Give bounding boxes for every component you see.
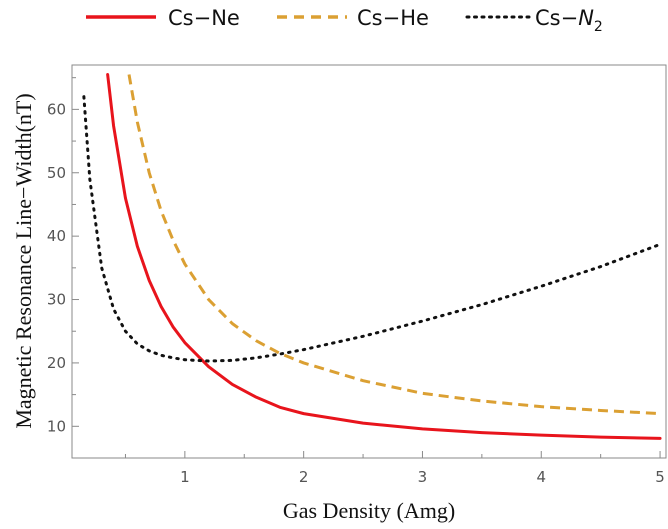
y-tick-label: 20 — [47, 354, 66, 372]
legend-label-cs-he: Cs−He — [357, 6, 429, 30]
series-line-2 — [82, 95, 662, 363]
x-tick-label: 3 — [418, 468, 428, 486]
y-tick-label: 30 — [47, 291, 66, 309]
series-line-0 — [106, 73, 662, 440]
x-axis-title: Gas Density (Amg) — [283, 498, 455, 523]
legend-label-cs-n2-sub: 2 — [594, 19, 603, 35]
plot-frame — [71, 64, 667, 459]
y-axis: 10 20 30 40 50 60 — [47, 77, 79, 435]
series-layer — [82, 73, 662, 440]
legend-label-cs-n2-main: Cs− — [535, 6, 578, 30]
legend: Cs−Ne Cs−He Cs−N2 — [86, 6, 603, 35]
x-tick-label: 2 — [299, 468, 309, 486]
series-line-1 — [127, 74, 661, 416]
legend-label-cs-n2-italic: N — [578, 6, 594, 30]
x-tick-label: 4 — [536, 468, 546, 486]
legend-label-cs-n2: Cs−N2 — [535, 6, 603, 35]
x-tick-label: 1 — [180, 468, 190, 486]
y-tick-label: 60 — [47, 100, 66, 118]
legend-entry-cs-n2: Cs−N2 — [465, 6, 603, 35]
legend-entry-cs-ne: Cs−Ne — [86, 6, 240, 30]
x-tick-label: 5 — [655, 468, 665, 486]
y-tick-label: 10 — [47, 417, 66, 435]
y-tick-label: 40 — [47, 227, 66, 245]
legend-label-cs-ne: Cs−Ne — [168, 6, 240, 30]
legend-entry-cs-he: Cs−He — [277, 6, 429, 30]
x-axis: 1 2 3 4 5 — [124, 451, 665, 486]
y-axis-title: Magnetic Resonance Line−Width(nT) — [11, 93, 36, 428]
y-tick-label: 50 — [47, 164, 66, 182]
